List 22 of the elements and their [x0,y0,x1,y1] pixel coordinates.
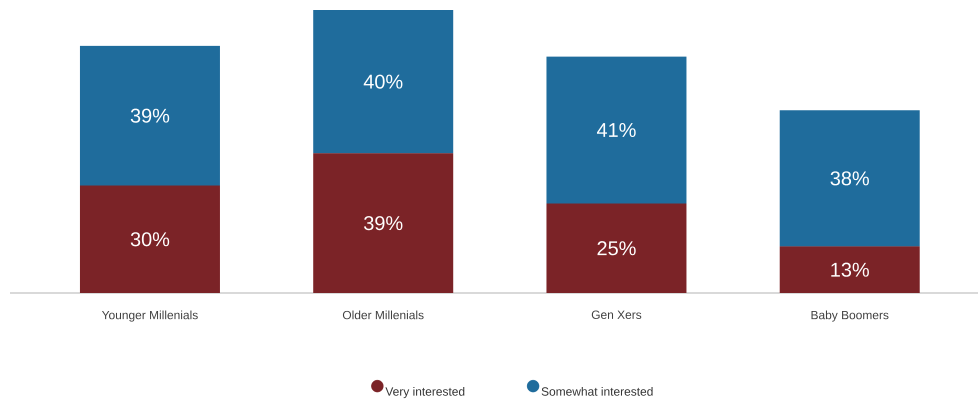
bar [313,10,454,154]
x-tick-label: Gen Xers [592,310,642,319]
data-label: 40% [364,74,402,89]
bar [780,110,920,246]
data-label: 38% [830,171,869,186]
data-label: 39% [130,108,170,123]
x-tick-label: Older Millenials [342,310,424,320]
bar [80,46,220,186]
legend-label: Somewhat interested [542,386,653,396]
bar [313,153,454,293]
data-label: 39% [364,216,402,230]
x-tick-label: Baby Boomers [812,310,888,322]
data-label: 30% [130,232,170,246]
bar [546,56,686,204]
data-label: 25% [598,241,636,256]
x-tick-label: Younger Millenials [102,310,198,322]
bar [780,246,920,293]
bar [546,203,686,293]
legend-label: Very interested [385,386,464,398]
data-label: 13% [831,262,869,277]
data-label: 41% [596,123,636,137]
bar [80,186,220,293]
